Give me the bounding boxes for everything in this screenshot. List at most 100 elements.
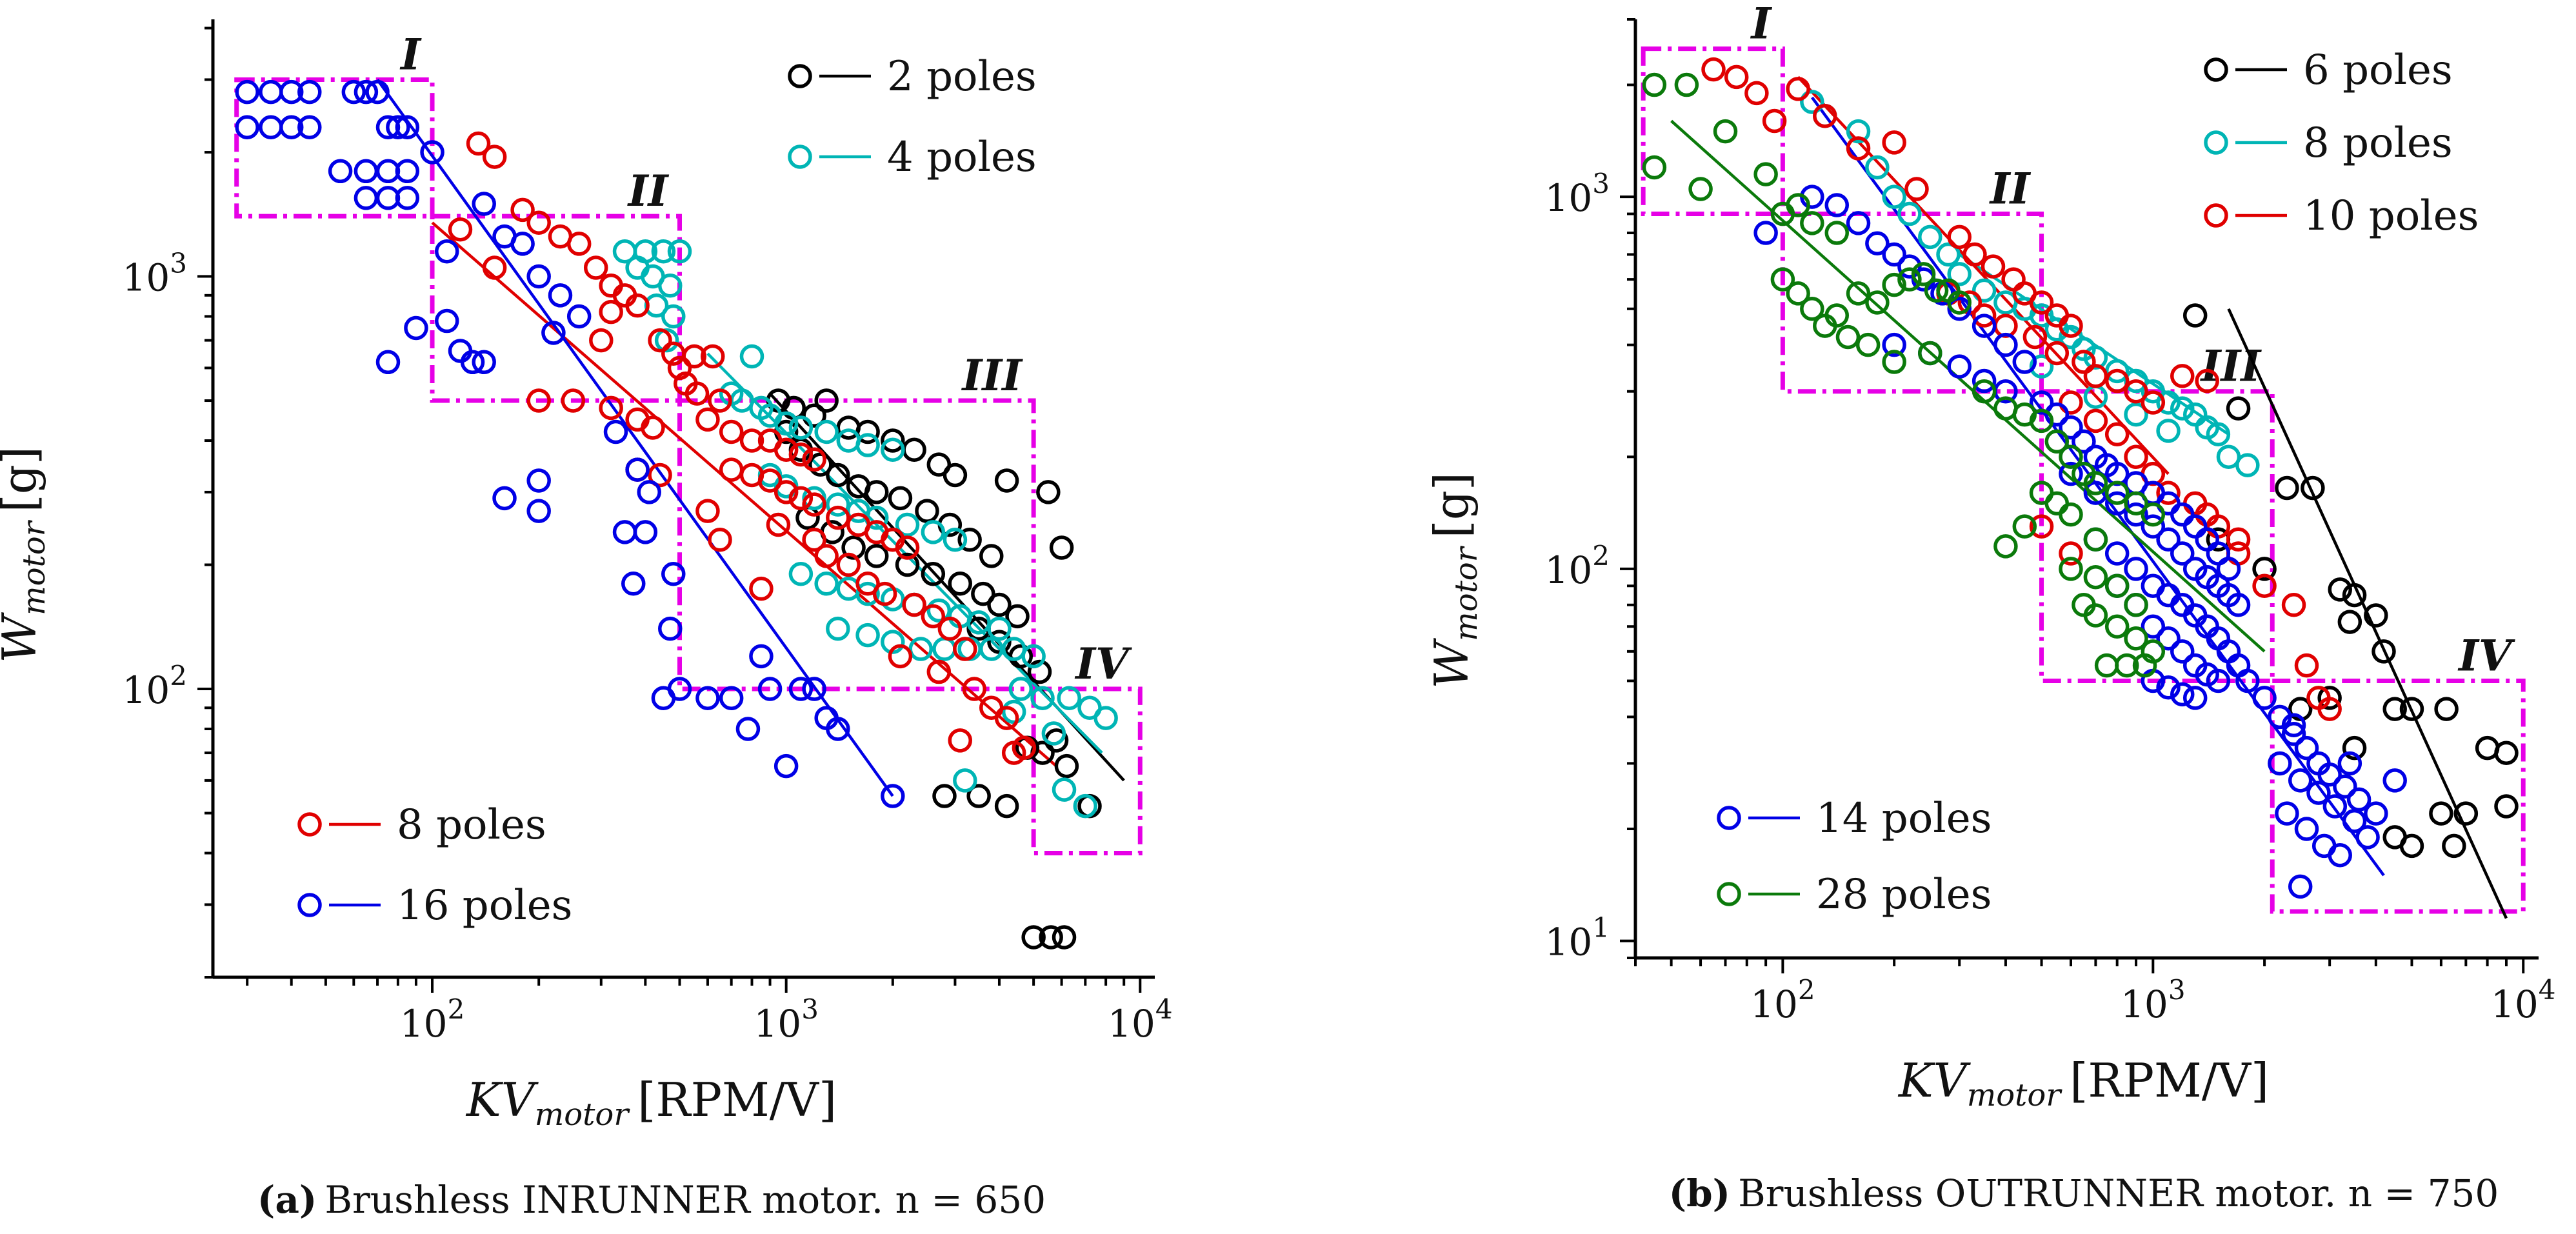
data-point bbox=[788, 486, 814, 511]
data-point bbox=[2059, 502, 2083, 527]
data-point bbox=[2059, 541, 2083, 566]
data-point bbox=[599, 395, 623, 421]
data-point bbox=[826, 463, 850, 488]
data-point bbox=[651, 239, 676, 264]
x-tick-label: 102 bbox=[1750, 974, 1815, 1026]
data-point bbox=[2083, 471, 2108, 495]
data-point bbox=[836, 552, 861, 577]
data-point bbox=[836, 576, 861, 601]
data-point bbox=[749, 644, 774, 669]
data-point bbox=[1993, 332, 2018, 357]
data-point bbox=[895, 512, 920, 537]
data-point bbox=[297, 79, 322, 104]
data-point bbox=[2029, 354, 2054, 379]
y-tick-label: 103 bbox=[1544, 168, 1610, 220]
data-point bbox=[2306, 781, 2331, 805]
data-point bbox=[2275, 801, 2299, 826]
data-point bbox=[297, 115, 322, 139]
data-point bbox=[1972, 379, 1997, 404]
data-point bbox=[1835, 324, 1861, 350]
y-tick-label: 102 bbox=[122, 660, 187, 712]
data-point bbox=[888, 644, 913, 669]
data-point bbox=[802, 403, 826, 428]
data-point bbox=[1918, 224, 1942, 250]
chart-a-points bbox=[235, 79, 1118, 950]
data-point bbox=[788, 562, 814, 586]
data-point bbox=[2346, 787, 2371, 812]
data-point bbox=[684, 381, 710, 406]
data-point bbox=[814, 572, 839, 596]
data-point bbox=[971, 581, 995, 606]
data-point bbox=[2104, 614, 2130, 639]
data-point bbox=[2442, 833, 2466, 859]
data-point bbox=[695, 407, 720, 432]
data-point bbox=[2083, 564, 2108, 590]
data-point bbox=[774, 480, 799, 504]
data-point bbox=[1911, 262, 1936, 286]
region-label: II bbox=[627, 166, 670, 216]
data-point bbox=[1052, 777, 1077, 802]
fit-line bbox=[1811, 96, 2385, 877]
data-point bbox=[2124, 491, 2148, 516]
data-point bbox=[472, 192, 496, 216]
data-point bbox=[1012, 735, 1037, 761]
data-point bbox=[826, 717, 850, 741]
data-point bbox=[814, 419, 839, 444]
data-point bbox=[739, 428, 764, 453]
data-point bbox=[2124, 444, 2148, 470]
data-point bbox=[566, 232, 592, 256]
data-point bbox=[872, 581, 897, 606]
data-point bbox=[2328, 842, 2352, 868]
data-point bbox=[2059, 415, 2083, 440]
data-point bbox=[2206, 668, 2231, 693]
data-point bbox=[2156, 390, 2181, 415]
data-point bbox=[1972, 313, 1997, 338]
data-point bbox=[948, 572, 972, 596]
data-point bbox=[599, 299, 623, 324]
data-point bbox=[526, 388, 551, 413]
data-point bbox=[994, 706, 1019, 730]
data-point bbox=[855, 433, 880, 457]
data-point bbox=[2029, 408, 2054, 433]
data-point bbox=[2226, 527, 2251, 552]
data-point bbox=[788, 442, 814, 467]
legend-label: 8 poles bbox=[2303, 119, 2453, 167]
data-point bbox=[648, 463, 672, 488]
data-point bbox=[621, 572, 646, 596]
data-point bbox=[1049, 535, 1074, 560]
data-point bbox=[855, 572, 880, 596]
data-point bbox=[395, 159, 420, 184]
data-point bbox=[1924, 278, 1949, 303]
data-point bbox=[2275, 475, 2299, 501]
data-point bbox=[994, 468, 1019, 493]
data-point bbox=[1882, 350, 1906, 374]
legend-marker bbox=[2204, 57, 2228, 82]
data-point bbox=[855, 581, 880, 606]
data-point bbox=[2342, 582, 2367, 608]
data-point bbox=[2371, 639, 2396, 664]
data-point bbox=[2156, 626, 2181, 651]
data-point bbox=[365, 79, 390, 104]
x-tick-label: 104 bbox=[2491, 974, 2556, 1026]
data-point bbox=[2399, 697, 2424, 721]
data-point bbox=[1030, 686, 1055, 711]
data-point bbox=[482, 144, 507, 169]
data-point bbox=[902, 437, 926, 463]
data-point bbox=[2044, 317, 2070, 342]
data-point bbox=[1008, 677, 1033, 701]
data-point bbox=[526, 264, 551, 289]
data-point bbox=[2294, 817, 2319, 841]
data-point bbox=[526, 468, 551, 493]
data-point bbox=[1642, 155, 1667, 180]
data-point bbox=[2195, 368, 2219, 393]
chart-a-caption: (a) Brushless INRUNNER motor. n = 650 bbox=[257, 1178, 1046, 1222]
data-point bbox=[2342, 735, 2367, 761]
data-point bbox=[2170, 502, 2195, 527]
data-point bbox=[1027, 659, 1052, 684]
data-point bbox=[926, 598, 952, 623]
data-point bbox=[2104, 481, 2130, 505]
data-point bbox=[921, 562, 946, 586]
data-point bbox=[921, 604, 946, 629]
